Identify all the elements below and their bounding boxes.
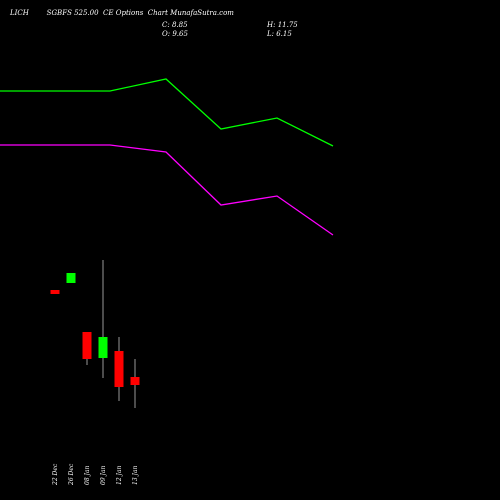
candle-body — [130, 377, 140, 385]
series-line-0 — [0, 78, 334, 147]
x-tick-label: 13 Jan — [132, 465, 139, 485]
x-tick-label: 26 Dec — [68, 463, 75, 486]
chart-title: LICH SGBFS 525.00 CE Options Chart Munaf… — [10, 9, 234, 17]
candle-body — [50, 290, 60, 294]
x-tick-label: 09 Jan — [100, 465, 107, 485]
close-value: C: 8.85 — [162, 21, 188, 29]
series-line-1 — [0, 144, 334, 236]
candle-body — [114, 351, 124, 387]
candle-body — [98, 337, 108, 358]
candle-body — [82, 332, 92, 359]
x-tick-label: 22 Dec — [52, 463, 59, 486]
low-value: L: 6.15 — [267, 30, 292, 38]
open-value: O: 9.65 — [162, 30, 188, 38]
high-value: H: 11.75 — [267, 21, 298, 29]
x-tick-label: 08 Jan — [84, 465, 91, 485]
x-tick-label: 12 Jan — [116, 465, 123, 485]
candle-body — [66, 273, 76, 283]
